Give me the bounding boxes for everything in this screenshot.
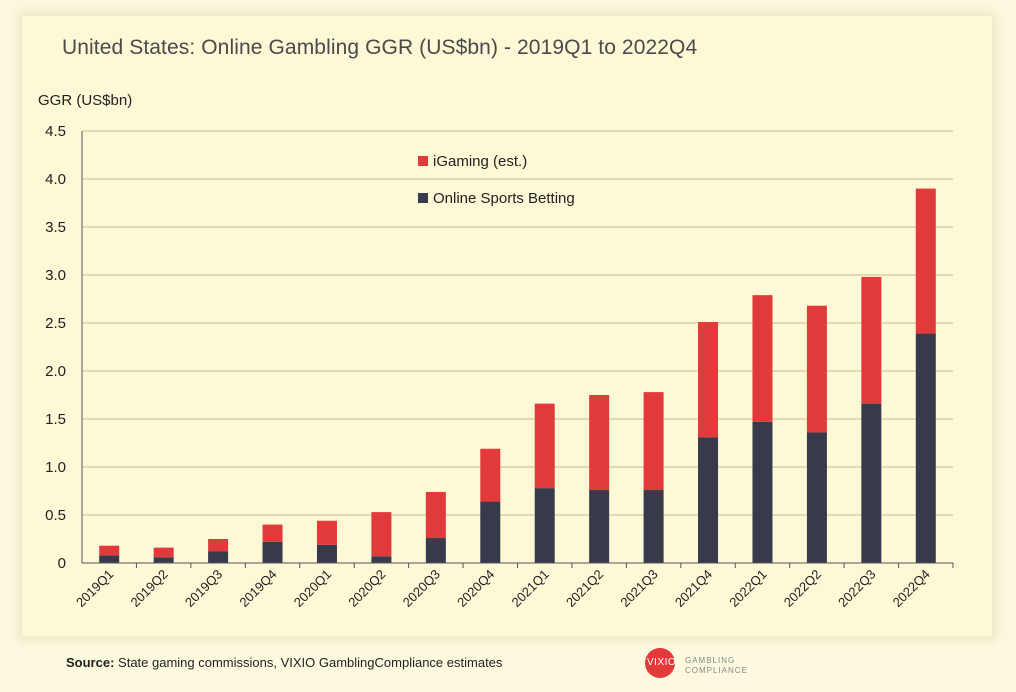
- bar-igaming: [371, 512, 392, 557]
- bar-igaming: [262, 524, 283, 542]
- bar-online-sports-betting: [316, 544, 337, 563]
- bar-online-sports-betting: [752, 421, 773, 563]
- x-tick-label: 2021Q3: [617, 567, 660, 610]
- bar-online-sports-betting: [480, 501, 501, 563]
- bar-online-sports-betting: [589, 490, 610, 563]
- bar-online-sports-betting: [861, 403, 882, 563]
- x-tick-label: 2021Q1: [509, 567, 552, 610]
- bar-igaming: [643, 392, 664, 491]
- x-tick-label: 2019Q3: [182, 567, 225, 610]
- bar-online-sports-betting: [425, 538, 446, 563]
- bar-online-sports-betting: [534, 488, 555, 563]
- bar-igaming: [153, 547, 174, 558]
- source-note: Source: State gaming commissions, VIXIO …: [66, 655, 502, 670]
- x-tick-label: 2020Q1: [291, 567, 334, 610]
- x-tick-label: 2021Q4: [672, 567, 715, 610]
- bar-online-sports-betting: [698, 437, 719, 563]
- x-tick-label: 2020Q2: [345, 567, 388, 610]
- bar-online-sports-betting: [262, 541, 283, 563]
- legend: iGaming (est.) Online Sports Betting: [418, 153, 575, 207]
- y-tick-label: 4.5: [45, 123, 66, 140]
- y-axis-label: GGR (US$bn): [38, 92, 133, 109]
- y-tick-label: 3.5: [45, 219, 66, 236]
- y-tick-label: 2.0: [45, 363, 66, 380]
- logo-line2: COMPLIANCE: [685, 666, 748, 675]
- bar-igaming: [425, 491, 446, 539]
- bar-igaming: [316, 520, 337, 545]
- bar-igaming: [915, 188, 936, 334]
- x-tick-label: 2021Q2: [563, 567, 606, 610]
- bar-online-sports-betting: [99, 555, 120, 563]
- bar-online-sports-betting: [915, 333, 936, 563]
- bar-igaming: [698, 322, 719, 438]
- axes: [81, 131, 954, 568]
- y-tick-label: 3.0: [45, 267, 66, 284]
- legend-item-sports-betting-label: Online Sports Betting: [433, 190, 575, 207]
- bar-igaming: [589, 395, 610, 491]
- logo-brand: VIXIO: [647, 657, 677, 668]
- y-tick-labels: 0 0.5 1.0 1.5 2.0 2.5 3.0 3.5 4.0 4.5: [45, 123, 66, 572]
- bar-online-sports-betting: [371, 556, 392, 563]
- bar-igaming: [480, 448, 501, 502]
- source-text: State gaming commissions, VIXIO Gambling…: [118, 655, 503, 670]
- legend-item-igaming-label: iGaming (est.): [433, 153, 527, 170]
- legend-item-igaming-swatch: [418, 156, 428, 166]
- x-tick-label: 2020Q4: [454, 567, 497, 610]
- bar-online-sports-betting: [643, 490, 664, 563]
- logo-circle: [645, 648, 675, 678]
- bar-igaming: [208, 539, 229, 552]
- x-tick-label: 2022Q1: [726, 567, 769, 610]
- legend-item-sports-betting-swatch: [418, 193, 428, 203]
- bars: [99, 188, 936, 563]
- x-tick-label: 2022Q2: [781, 567, 824, 610]
- x-tick-labels: 2019Q1 2019Q2 2019Q3 2019Q4 2020Q1 2020Q2 2020…: [73, 567, 933, 610]
- x-tick-label: 2022Q3: [835, 567, 878, 610]
- x-tick-label: 2019Q1: [73, 567, 116, 610]
- y-tick-label: 0.5: [45, 507, 66, 524]
- y-tick-label: 1.5: [45, 411, 66, 428]
- x-tick-label: 2020Q3: [400, 567, 443, 610]
- vixio-logo: VIXIO GAMBLING COMPLIANCE: [645, 648, 755, 682]
- chart-title: United States: Online Gambling GGR (US$b…: [62, 36, 698, 59]
- x-tick-label: 2022Q4: [890, 567, 933, 610]
- bar-online-sports-betting: [806, 432, 827, 563]
- bar-igaming: [752, 295, 773, 422]
- x-tick-label: 2019Q4: [236, 567, 279, 610]
- bar-igaming: [534, 403, 555, 489]
- bar-igaming: [861, 276, 882, 404]
- source-label: Source:: [66, 655, 115, 670]
- bar-online-sports-betting: [208, 551, 229, 563]
- bar-online-sports-betting: [153, 557, 174, 563]
- y-tick-label: 2.5: [45, 315, 66, 332]
- logo-line1: GAMBLING: [685, 656, 736, 665]
- y-tick-label: 0: [58, 555, 66, 572]
- x-tick-label: 2019Q2: [127, 567, 170, 610]
- logo-subtitle: GAMBLING COMPLIANCE: [685, 656, 755, 676]
- y-tick-label: 4.0: [45, 171, 66, 188]
- bar-igaming: [99, 545, 120, 556]
- chart-panel: [22, 16, 992, 636]
- bar-igaming: [806, 305, 827, 433]
- y-tick-label: 1.0: [45, 459, 66, 476]
